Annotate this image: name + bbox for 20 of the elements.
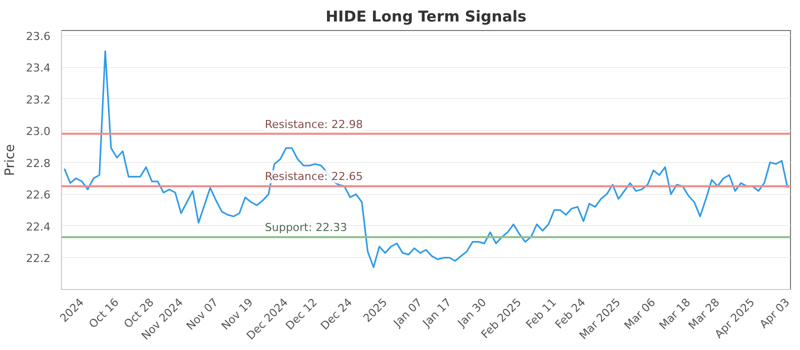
ref-line-label: Support: 22.33 bbox=[264, 221, 348, 234]
y-tick-label: 22.8 bbox=[26, 156, 51, 170]
x-tick-label: Dec 24 bbox=[318, 296, 355, 333]
y-tick-label: 22.2 bbox=[26, 252, 51, 266]
x-tick-label: Apr 03 bbox=[757, 296, 792, 331]
y-tick-label: 23.4 bbox=[26, 62, 51, 75]
y-axis-title: Price bbox=[3, 144, 18, 176]
y-tick-label: 23.0 bbox=[26, 125, 51, 138]
y-tick-label: 23.6 bbox=[26, 30, 51, 43]
y-tick-label: 22.4 bbox=[26, 220, 51, 234]
ref-line-label: Resistance: 22.98 bbox=[264, 118, 363, 131]
x-tick-label: Nov 07 bbox=[184, 296, 221, 333]
x-tick-label: Oct 16 bbox=[86, 296, 122, 331]
chart-title: HIDE Long Term Signals bbox=[326, 8, 526, 26]
x-tick-label: Jan 17 bbox=[420, 296, 454, 330]
line-series bbox=[64, 50, 788, 268]
x-tick-label: Mar 06 bbox=[622, 296, 658, 332]
y-tick-label: 22.6 bbox=[26, 188, 51, 202]
ref-line-label: Resistance: 22.65 bbox=[264, 170, 363, 184]
y-tick-label: 23.2 bbox=[26, 93, 51, 106]
